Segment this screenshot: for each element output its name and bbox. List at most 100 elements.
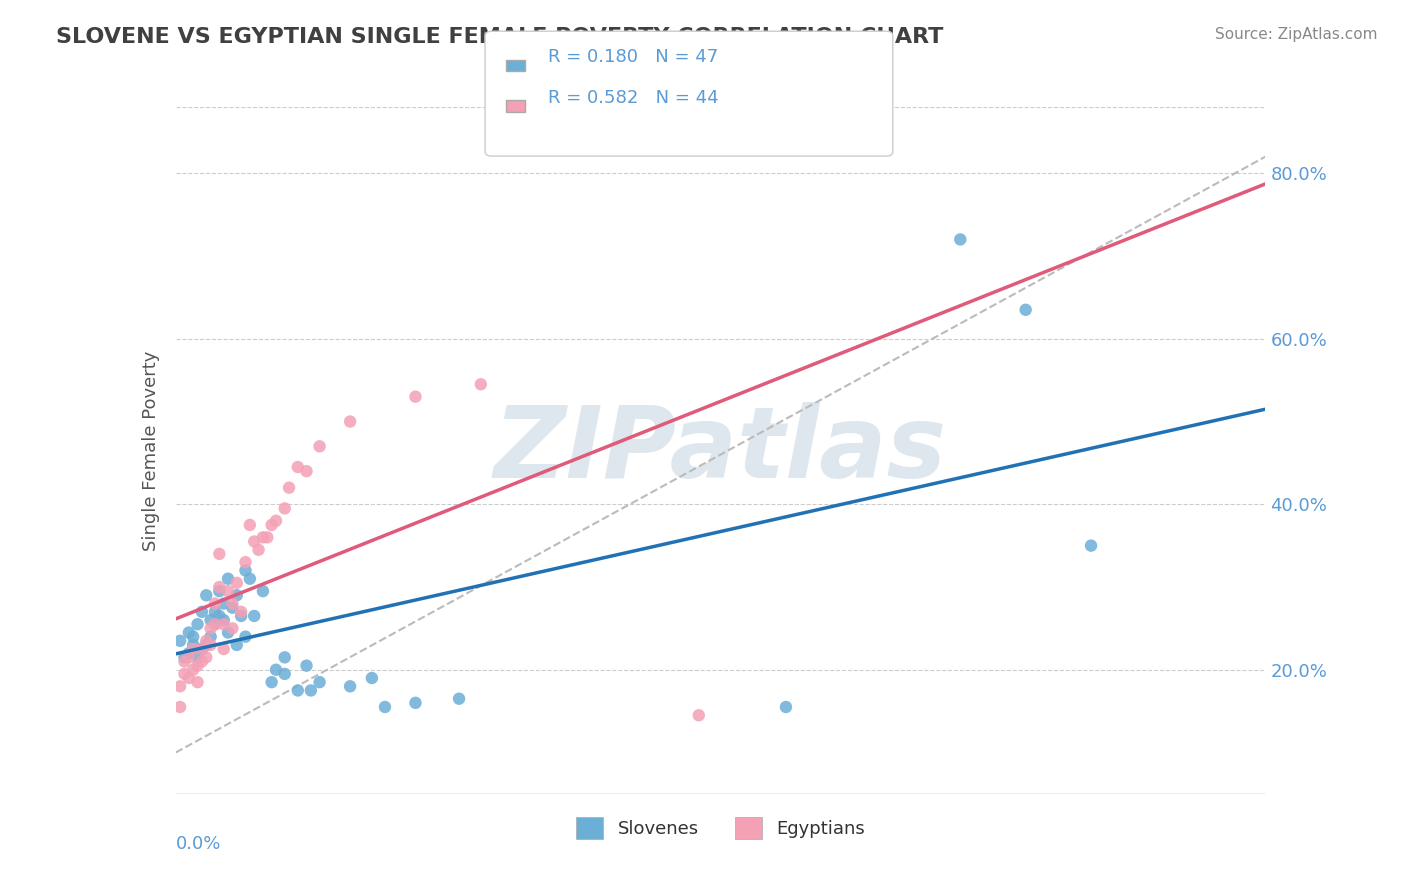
Point bbox=[212, 617, 235, 632]
Point bbox=[169, 700, 191, 714]
Point bbox=[195, 650, 218, 665]
Point bbox=[191, 642, 214, 657]
Point bbox=[173, 650, 195, 665]
Point bbox=[287, 683, 309, 698]
Point bbox=[208, 609, 231, 624]
Point bbox=[247, 542, 270, 557]
Point bbox=[208, 547, 231, 561]
Point bbox=[177, 646, 200, 660]
Legend: Slovenes, Egyptians: Slovenes, Egyptians bbox=[569, 810, 872, 847]
Point bbox=[405, 696, 427, 710]
Point bbox=[204, 605, 226, 619]
Point bbox=[274, 650, 297, 665]
Point bbox=[204, 597, 226, 611]
Point bbox=[260, 675, 283, 690]
Point bbox=[295, 464, 318, 478]
Text: SLOVENE VS EGYPTIAN SINGLE FEMALE POVERTY CORRELATION CHART: SLOVENE VS EGYPTIAN SINGLE FEMALE POVERT… bbox=[56, 27, 943, 46]
Point bbox=[181, 630, 204, 644]
Point bbox=[225, 575, 247, 590]
Point bbox=[212, 597, 235, 611]
Point bbox=[235, 630, 257, 644]
Point bbox=[177, 625, 200, 640]
Point bbox=[186, 650, 209, 665]
Point bbox=[239, 517, 262, 532]
Point bbox=[264, 663, 287, 677]
Point bbox=[169, 679, 191, 693]
Point bbox=[186, 658, 209, 673]
Point bbox=[252, 530, 274, 544]
Point bbox=[186, 617, 209, 632]
Point bbox=[191, 642, 214, 657]
Point bbox=[195, 633, 218, 648]
Point bbox=[177, 650, 200, 665]
Point bbox=[295, 658, 318, 673]
Point bbox=[1015, 302, 1038, 317]
Point bbox=[200, 638, 222, 652]
Point bbox=[374, 700, 396, 714]
Point bbox=[339, 415, 361, 429]
Point bbox=[1080, 539, 1102, 553]
Text: R = 0.180   N = 47: R = 0.180 N = 47 bbox=[548, 48, 718, 66]
Text: Source: ZipAtlas.com: Source: ZipAtlas.com bbox=[1215, 27, 1378, 42]
Point bbox=[274, 501, 297, 516]
Y-axis label: Single Female Poverty: Single Female Poverty bbox=[142, 351, 160, 550]
Point bbox=[212, 613, 235, 627]
Point bbox=[274, 666, 297, 681]
Point bbox=[181, 663, 204, 677]
Point bbox=[217, 584, 239, 599]
Point bbox=[299, 683, 322, 698]
Point bbox=[264, 514, 287, 528]
Point bbox=[688, 708, 710, 723]
Point bbox=[360, 671, 382, 685]
Point bbox=[173, 655, 195, 669]
Text: ZIPatlas: ZIPatlas bbox=[494, 402, 948, 499]
Point bbox=[225, 588, 247, 602]
Point bbox=[287, 460, 309, 475]
Point bbox=[775, 700, 797, 714]
Point bbox=[181, 638, 204, 652]
Point bbox=[260, 517, 283, 532]
Point bbox=[308, 439, 330, 453]
Point bbox=[235, 564, 257, 578]
Point bbox=[235, 555, 257, 569]
Point bbox=[208, 584, 231, 599]
Point bbox=[204, 617, 226, 632]
Point bbox=[191, 655, 214, 669]
Point bbox=[195, 588, 218, 602]
Point bbox=[239, 572, 262, 586]
Point bbox=[217, 625, 239, 640]
Point bbox=[243, 609, 266, 624]
Point bbox=[447, 691, 470, 706]
Point bbox=[231, 605, 253, 619]
Point bbox=[339, 679, 361, 693]
Point bbox=[173, 666, 195, 681]
Point bbox=[252, 584, 274, 599]
Point bbox=[200, 630, 222, 644]
Point bbox=[231, 609, 253, 624]
Point bbox=[204, 617, 226, 632]
Point bbox=[169, 633, 191, 648]
Text: R = 0.582   N = 44: R = 0.582 N = 44 bbox=[548, 88, 718, 106]
Point bbox=[278, 481, 301, 495]
Point bbox=[181, 642, 204, 657]
Point bbox=[221, 597, 243, 611]
Point bbox=[195, 638, 218, 652]
Point bbox=[200, 613, 222, 627]
Point bbox=[221, 600, 243, 615]
Point bbox=[256, 530, 278, 544]
Point bbox=[177, 671, 200, 685]
Point bbox=[225, 638, 247, 652]
Point bbox=[405, 390, 427, 404]
Point bbox=[217, 572, 239, 586]
Point bbox=[200, 621, 222, 635]
Point bbox=[208, 580, 231, 594]
Point bbox=[186, 675, 209, 690]
Point bbox=[212, 642, 235, 657]
Point bbox=[221, 621, 243, 635]
Point bbox=[470, 377, 492, 392]
Point bbox=[949, 232, 972, 246]
Point bbox=[243, 534, 266, 549]
Text: 0.0%: 0.0% bbox=[176, 835, 221, 853]
Point bbox=[191, 605, 214, 619]
Point bbox=[308, 675, 330, 690]
